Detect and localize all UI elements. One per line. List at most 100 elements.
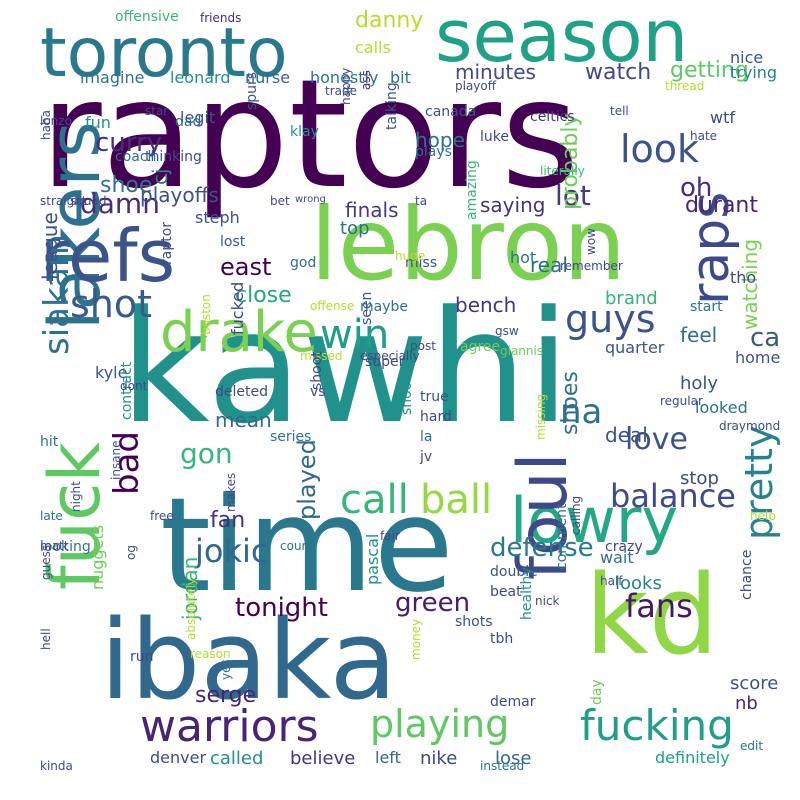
word-draymond: draymond [719,419,780,433]
word-money: money [409,618,423,660]
word-east: east [220,253,272,281]
word-double: double [490,564,538,580]
word-star: star [145,104,169,118]
word-call: call [340,477,409,523]
word-especially: especially [360,349,420,363]
word-bit: bit [390,68,411,87]
word-thread: thread [665,79,705,93]
word-vs: vs [310,384,326,400]
word-yes: yes [219,659,233,680]
word-day: day [589,679,605,705]
word-left: left [375,748,401,767]
word-looks: looks [615,573,662,594]
word-late: late [40,509,63,523]
word-free: free [150,509,174,523]
word-playoff: playoff [455,79,497,93]
word-instead: instead [480,759,525,773]
word-nike: nike [420,748,458,769]
word-crazy: crazy [605,539,643,555]
word-shot: shot [70,282,153,326]
word-honestly: honestly [310,68,379,87]
word-look: look [620,127,700,171]
word-matt: matt [40,539,69,553]
word-defense: defense [490,533,594,563]
word-gsw: gsw [495,324,519,338]
word-finals: finals [345,198,399,222]
word-la: la [420,429,433,445]
word-fan: fan [210,508,246,533]
word-canada: canada [425,104,477,120]
word-steph: steph [195,208,240,227]
word-cj: cj [148,168,172,185]
word-boston: boston [199,294,213,335]
word-dad: dad [175,114,202,130]
word-feel: feel [680,323,718,347]
word-close: close [235,283,292,308]
word-watch: watch [585,60,652,85]
word-mean: mean [215,408,272,432]
word-deleted: deleted [215,384,268,400]
word-absolutely: absolutely [184,577,198,640]
word-danny: danny [355,8,424,33]
word-imagine: imagine [80,68,145,87]
word-demar: demar [490,694,536,710]
word-thinking: thinking [145,149,202,165]
word-raptors: raptors [40,48,580,222]
word-pascal: pascal [363,533,382,585]
word-score: score [730,673,779,694]
word-called: called [210,748,264,769]
word-serge: serge [195,683,257,708]
word-league: league [40,212,62,280]
word-durant: durant [685,193,759,218]
word-tbh: tbh [490,631,514,647]
word-holy: holy [680,373,719,394]
word-believe: believe [290,748,356,769]
word-plays: plays [415,144,452,160]
word-oh: oh [680,173,713,203]
word-fair: fair [380,529,400,543]
word-balance: balance [610,477,736,515]
word-deal: deal [605,423,648,447]
word-top: top [340,218,370,239]
word-looked: looked [695,398,748,417]
word-refs: refs [40,214,176,298]
word-wrong: wrong [295,194,326,205]
word-luke: luke [480,129,509,145]
word-hit: hit [40,434,59,450]
word-ball: ball [420,477,493,523]
word-talking: talking [384,82,400,130]
word-curry: curry [95,128,163,158]
word-toronto: toronto [40,14,288,93]
word-squad: squad [70,194,107,208]
word-love: love [625,422,688,457]
word-agree: agree [460,339,501,355]
word-trade: trade [325,84,357,98]
word-bet: bet [270,194,290,208]
word-makes: makes [224,472,238,512]
word-miss: miss [405,255,438,271]
word-kyle: kyle [95,363,128,382]
word-na: na [560,392,603,432]
word-kd: kd [585,551,719,679]
word-seen: seen [359,291,375,325]
word-hard: hard [420,409,452,425]
word-ca: ca [750,323,780,353]
word-stop: stop [680,468,719,489]
word-nuggets: nuggets [88,524,107,590]
word-time: time [160,469,454,621]
word-missing: missing [534,393,548,440]
word-brand: brand [605,288,658,309]
word-calling: calling [569,495,583,535]
word-series: series [270,429,312,445]
word-lowry: lowry [510,484,679,557]
word-gon: gon [180,437,233,470]
word-wait: wait [600,548,634,567]
word-hope: hope [415,128,465,152]
word-drake: drake [160,300,318,365]
word-edit: edit [740,739,764,753]
word-shots: shots [455,614,493,630]
word-jokic: jokic [195,532,269,570]
word-help: help [750,509,776,523]
word-trying: trying [730,63,778,82]
word-leonard: leonard [170,68,231,87]
